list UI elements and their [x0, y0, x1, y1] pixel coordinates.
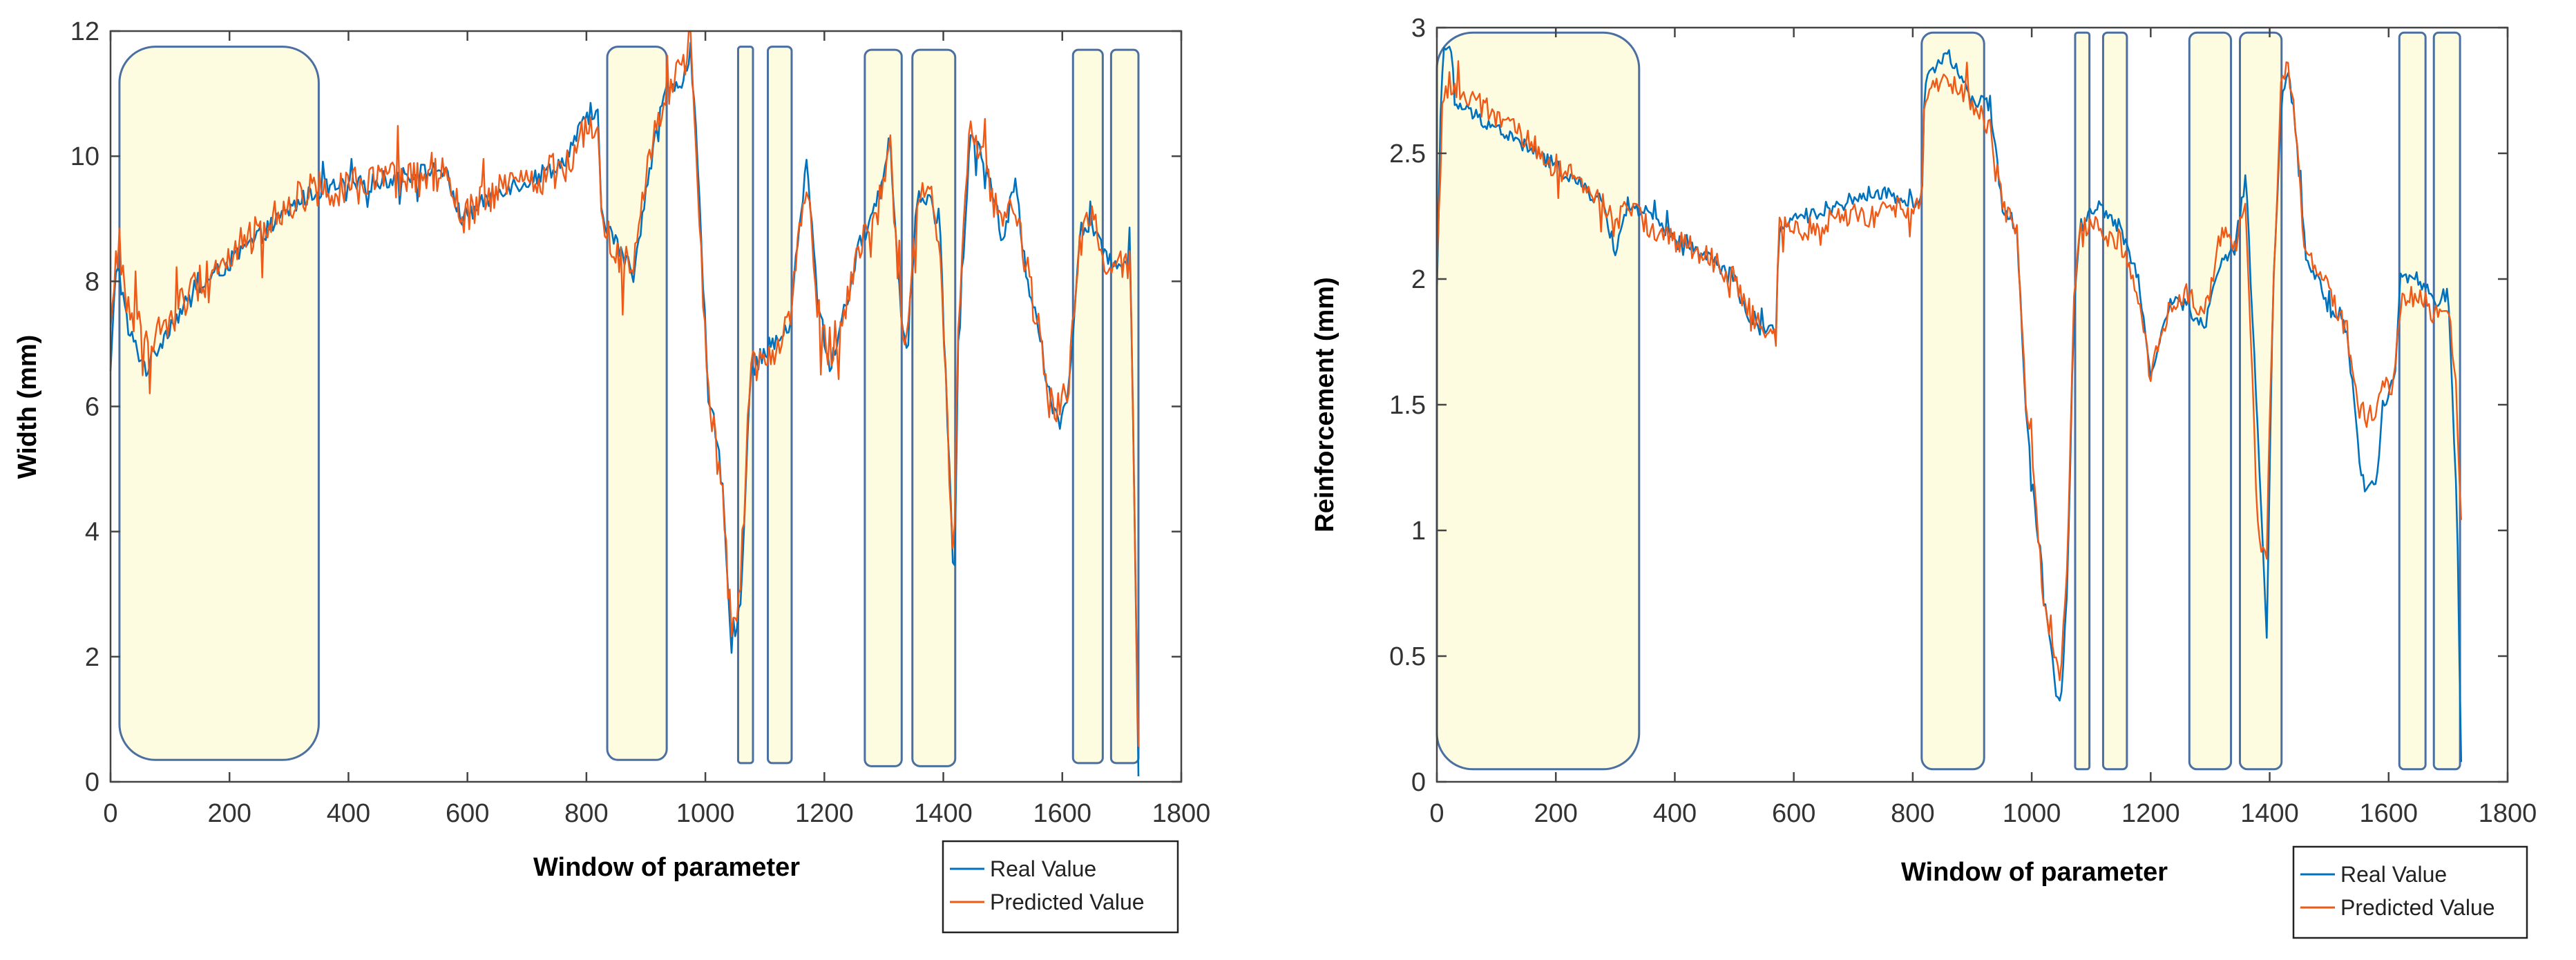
x-tick-label: 600	[446, 799, 489, 828]
y-tick-label: 0	[1411, 768, 1426, 797]
highlight-region	[2188, 31, 2233, 771]
legend: Real Value Predicted Value	[942, 840, 1179, 934]
x-tick-label: 600	[1772, 799, 1815, 828]
y-tick-label: 12	[70, 17, 99, 46]
chart-panel-2: 0 200 400 600 800 1000 1200 1400 1600 1800 0 0.5 1 1.…	[1310, 14, 2537, 939]
y-tick-label: 3	[1411, 14, 1426, 43]
x-tick-label: 400	[1653, 799, 1697, 828]
x-tick-label: 1600	[1033, 799, 1092, 828]
legend-entry-label: Predicted Value	[2340, 895, 2495, 920]
legend-entry-label: Predicted Value	[990, 890, 1145, 914]
highlight-region	[606, 46, 668, 761]
x-tick-label: 800	[1891, 799, 1934, 828]
x-tick-label: 400	[327, 799, 370, 828]
x-tick-label: 1800	[2479, 799, 2537, 828]
y-tick-label: 10	[70, 142, 99, 171]
x-tick-label: 1600	[2360, 799, 2418, 828]
x-tick-label: 1000	[676, 799, 735, 828]
highlight-region	[767, 46, 793, 765]
y-tick-label: 1.5	[1389, 391, 1426, 420]
highlight-region	[864, 48, 903, 767]
highlight-region	[2398, 31, 2427, 771]
y-tick-label: 8	[85, 267, 99, 296]
y-tick-label: 6	[85, 393, 99, 422]
highlight-region	[2074, 31, 2091, 771]
y-tick-label: 1	[1411, 517, 1426, 546]
x-tick-label: 1200	[2121, 799, 2180, 828]
highlight-region	[2239, 31, 2283, 771]
highlight-region	[2432, 31, 2461, 771]
x-tick-label: 0	[1429, 799, 1444, 828]
x-tick-label: 1400	[914, 799, 973, 828]
x-tick-label: 1400	[2240, 799, 2299, 828]
series-line-predicted-value	[1435, 60, 2462, 682]
x-tick-label: 800	[564, 799, 608, 828]
y-tick-label: 2	[85, 643, 99, 672]
highlight-region	[1435, 31, 1641, 771]
legend-box	[942, 840, 1179, 934]
y-tick-label: 0	[85, 768, 99, 797]
highlight-region	[1071, 48, 1104, 765]
legend-box	[2292, 845, 2528, 939]
y-axis-label: Reinforcement (mm)	[1310, 277, 1339, 532]
x-axis-label: Window of parameter	[533, 853, 800, 882]
x-tick-label: 1000	[2003, 799, 2061, 828]
x-tick-label: 1800	[1152, 799, 1211, 828]
series-line-predicted-value	[109, 30, 1140, 747]
y-tick-label: 0.5	[1389, 642, 1426, 671]
x-tick-label: 1200	[795, 799, 854, 828]
highlight-region	[1109, 48, 1140, 765]
highlight-region	[1920, 31, 1985, 771]
x-tick-label: 0	[103, 799, 117, 828]
x-tick-label: 200	[208, 799, 251, 828]
y-tick-label: 2.5	[1389, 140, 1426, 169]
highlight-region	[118, 46, 320, 761]
highlight-region	[736, 46, 754, 765]
x-axis-label: Window of parameter	[1901, 858, 2168, 887]
y-tick-label: 4	[85, 518, 99, 547]
x-tick-label: 200	[1534, 799, 1578, 828]
legend-entry-label: Real Value	[990, 856, 1096, 881]
legend-entry-label: Real Value	[2340, 862, 2447, 887]
y-axis-label: Width (mm)	[13, 335, 42, 479]
highlight-region	[2101, 31, 2128, 771]
highlight-region	[911, 48, 957, 767]
legend: Real Value Predicted Value	[2292, 845, 2528, 939]
y-tick-label: 2	[1411, 265, 1426, 294]
chart-panel-1: 0 200 400 600 800 1000 1200 1400 1600 1800 0 2 4 6 8 10…	[13, 17, 1211, 934]
